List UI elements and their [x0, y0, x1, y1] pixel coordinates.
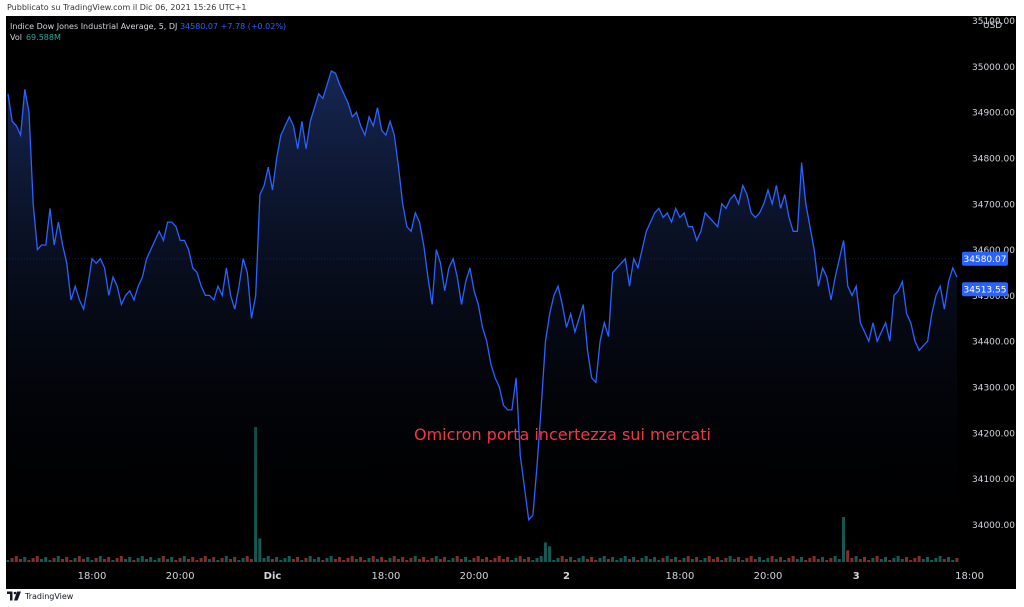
x-tick-label: Dic [264, 571, 282, 582]
price-area [8, 71, 957, 561]
symbol-title[interactable]: Indice Dow Jones Industrial Average, 5, … [10, 22, 178, 31]
x-axis: 18:00 20:00 Dic 18:00 20:00 2 18:00 20:00 3 18:00 [78, 571, 984, 582]
y-tick-label: 34700.00 [972, 200, 1015, 210]
volume-value: 69.588M [25, 33, 61, 42]
price-tag-label: 34513.55 [964, 285, 1007, 295]
x-tick-label: 3 [853, 571, 860, 582]
volume-legend: Vol 69.588M [10, 33, 61, 42]
y-tick-label: 34900.00 [972, 109, 1015, 119]
x-tick-label: 18:00 [78, 571, 107, 582]
x-tick-label: 18:00 [371, 571, 400, 582]
volume-bar [6, 560, 10, 562]
y-tick-label: 34100.00 [972, 475, 1015, 485]
published-header: Pubblicato su TradingView.com il Dic 06,… [7, 3, 247, 12]
symbol-legend: Indice Dow Jones Industrial Average, 5, … [10, 22, 286, 31]
y-tick-label: 34200.00 [972, 429, 1015, 439]
y-tick-label: 34300.00 [972, 384, 1015, 394]
x-tick-label: 20:00 [166, 571, 195, 582]
y-tick-label: 34600.00 [972, 246, 1015, 256]
y-tick-label: 34500.00 [972, 292, 1015, 302]
x-tick-label: 2 [563, 571, 570, 582]
price-tag: 34580.07 [962, 251, 1008, 266]
footer-brand: TradingView [7, 591, 73, 601]
x-tick-label: 18:00 [665, 571, 694, 582]
y-tick-label: 34400.00 [972, 338, 1015, 348]
x-tick-label: 20:00 [460, 571, 489, 582]
price-tags: 34580.07 34513.55 [962, 251, 1008, 297]
footer-brand-text: TradingView [25, 591, 74, 601]
x-tick-label: 20:00 [754, 571, 783, 582]
legend-last-value: 34580.07 [179, 22, 219, 31]
price-tag-bg [962, 282, 1008, 297]
price-chart-svg[interactable]: 34000.00 34100.00 34200.00 34300.00 34400.00… [6, 16, 1016, 589]
y-tick-label: 34800.00 [972, 155, 1015, 165]
y-tick-label-top: 35100.00 [972, 17, 1015, 27]
legend-change: +7.78 (+0.02%) [220, 22, 287, 31]
x-tick-label: 18:00 [955, 571, 984, 582]
tradingview-logo-icon [7, 591, 21, 601]
chart-pane[interactable]: Indice Dow Jones Industrial Average, 5, … [6, 16, 1016, 589]
y-tick-label: 34000.00 [972, 521, 1015, 531]
y-tick-label: 35000.00 [972, 63, 1015, 73]
price-tag-bg [962, 251, 1008, 266]
annotation-text: Omicron porta incertezza sui mercati [414, 425, 711, 444]
price-tag-label: 34580.07 [964, 255, 1007, 265]
price-line [7, 70, 958, 522]
y-axis: 34000.00 34100.00 34200.00 34300.00 34400.00… [972, 17, 1015, 531]
price-tag: 34513.55 [962, 282, 1008, 297]
currency-label: USD [983, 21, 1002, 31]
volume-label[interactable]: Vol [10, 33, 22, 42]
